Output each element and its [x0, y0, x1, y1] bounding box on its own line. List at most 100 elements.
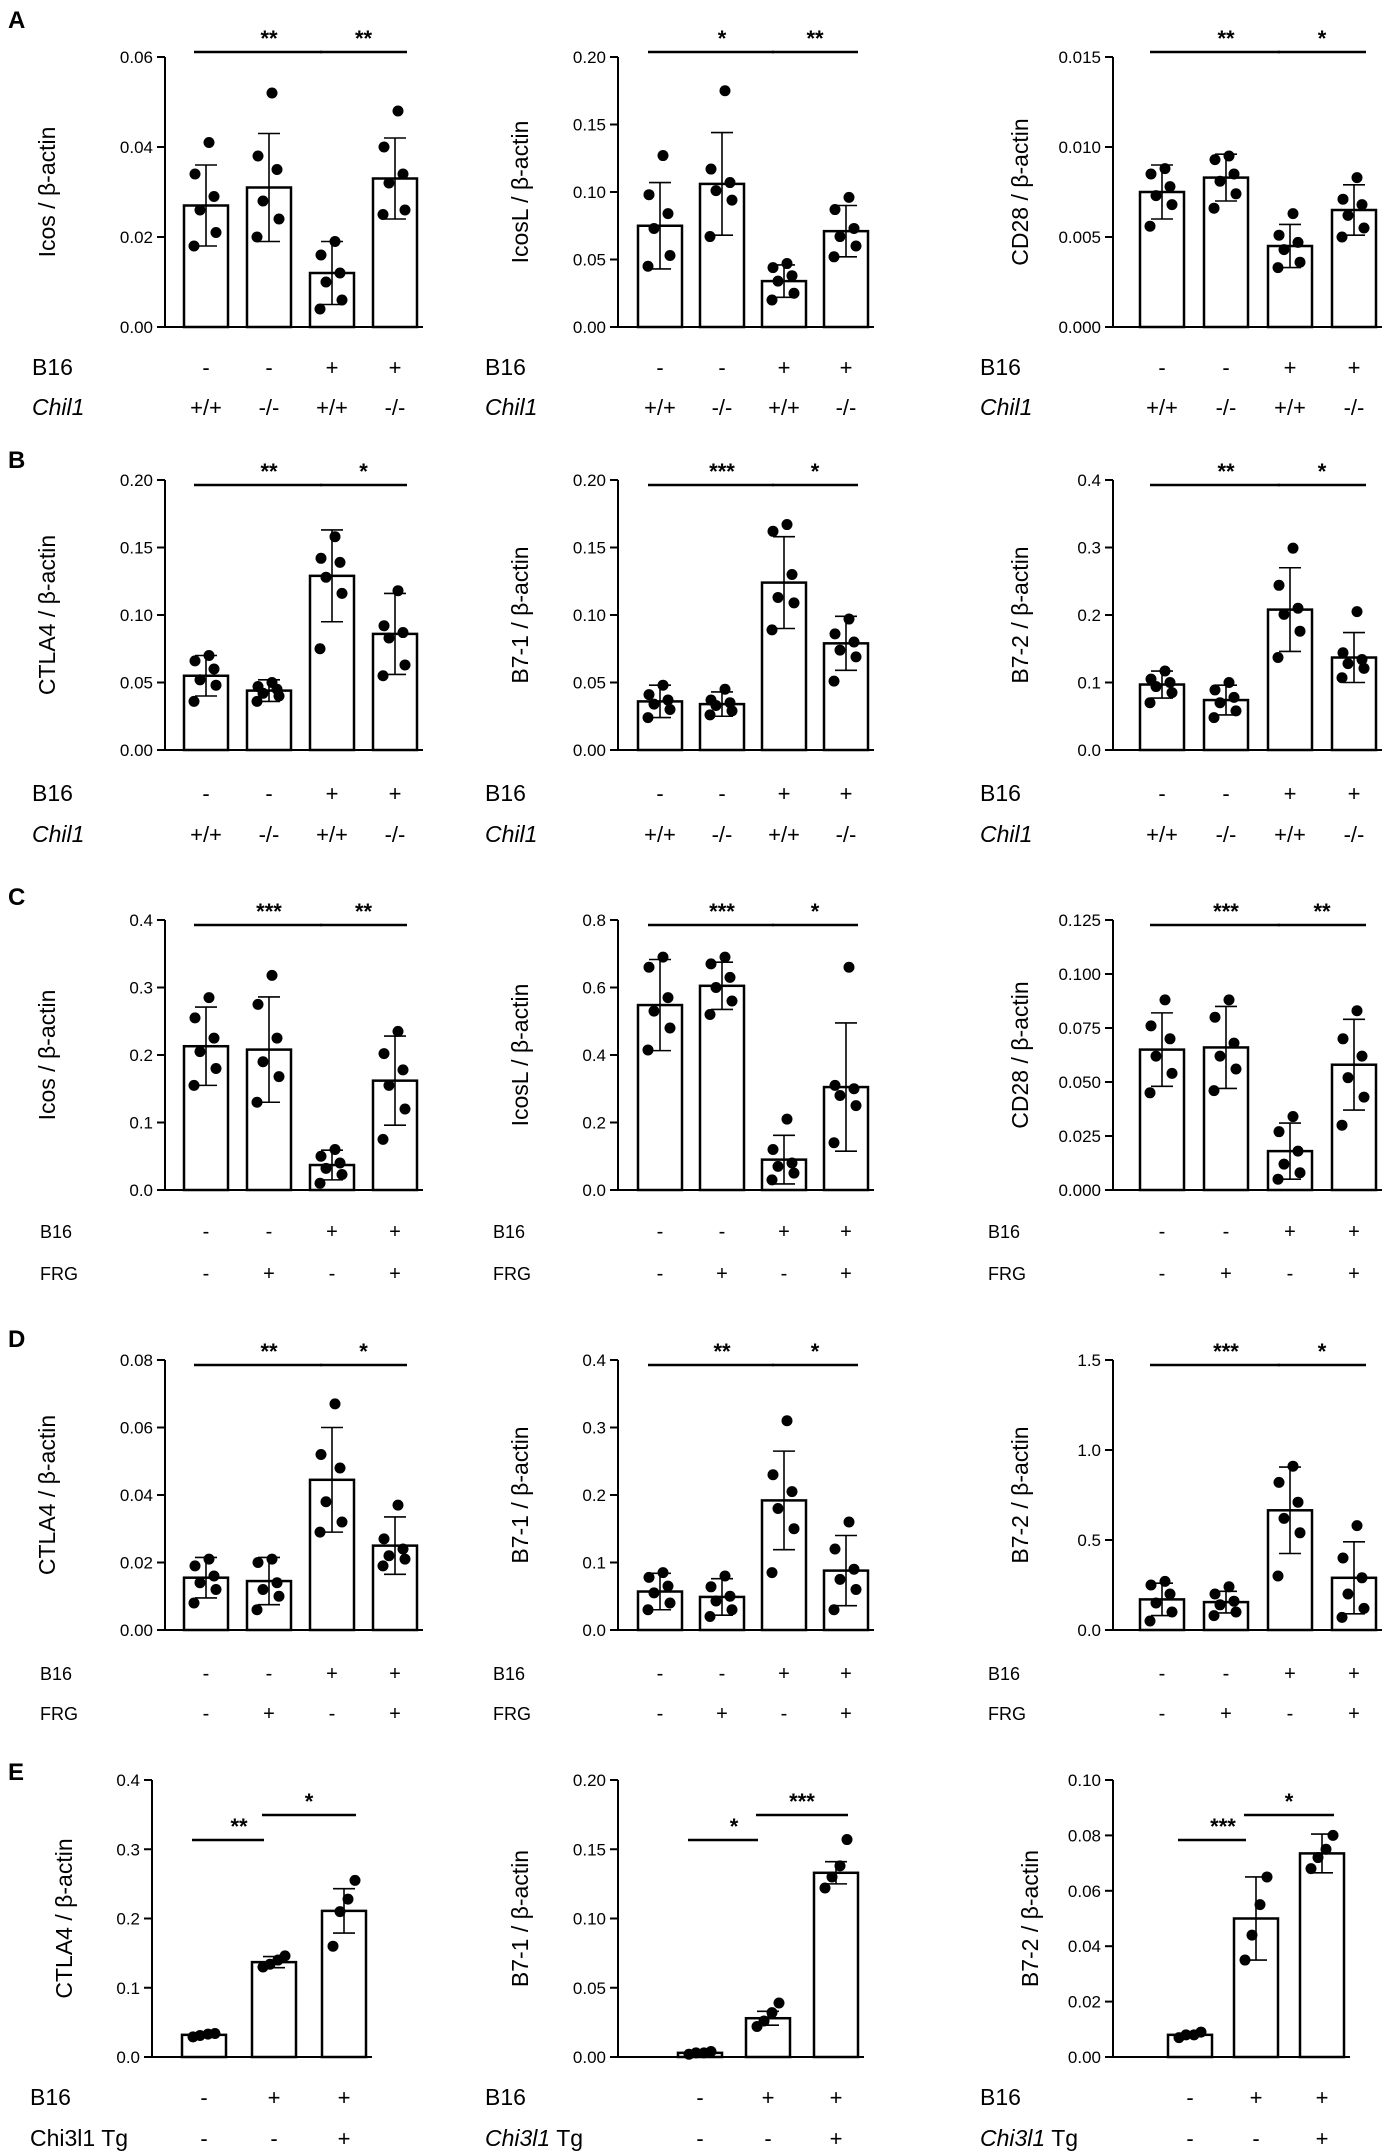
row-value: + — [778, 1663, 790, 1685]
y-tick-label: 0.10 — [1068, 1771, 1101, 1790]
row-value: + — [1284, 781, 1297, 806]
data-point — [273, 1590, 285, 1602]
y-tick-label: 0.20 — [120, 471, 153, 490]
data-point — [314, 1526, 326, 1538]
data-point — [1230, 1063, 1242, 1075]
data-point — [336, 1516, 348, 1528]
y-tick-label: 0.005 — [1058, 228, 1101, 247]
data-point — [1150, 190, 1162, 202]
y-tick-label: 0.00 — [1068, 2048, 1101, 2067]
data-point — [1209, 154, 1221, 166]
data-point — [257, 195, 269, 207]
row-value: +/+ — [768, 395, 800, 420]
y-tick-label: 0.2 — [116, 1910, 140, 1929]
row-value: - — [1287, 1703, 1294, 1725]
data-point — [1287, 1460, 1299, 1472]
data-point — [662, 992, 674, 1004]
row-label: FRG — [988, 1704, 1026, 1724]
data-point — [273, 1071, 285, 1083]
data-point — [397, 627, 409, 639]
row-label: B16 — [40, 1222, 72, 1242]
data-point — [315, 1449, 327, 1460]
significance-stars: ** — [355, 899, 373, 924]
data-point — [1208, 712, 1220, 724]
row-label: Chil1 — [980, 394, 1032, 420]
y-tick-label: 0.3 — [129, 979, 153, 998]
data-point — [378, 1533, 390, 1545]
row-label: B16 — [485, 354, 526, 380]
data-point — [266, 87, 278, 99]
row-value: + — [326, 781, 339, 806]
row-value: - — [329, 1263, 336, 1285]
y-tick-label: 0.000 — [1058, 1181, 1101, 1200]
data-point — [1292, 1145, 1304, 1157]
data-point — [399, 204, 411, 216]
data-point — [786, 1486, 798, 1498]
data-point — [329, 236, 341, 247]
row-label: B16 — [30, 2084, 71, 2110]
row-label: B16 — [988, 1664, 1020, 1684]
data-point — [766, 1567, 778, 1579]
data-point — [1278, 1158, 1290, 1170]
y-tick-label: 0.0 — [116, 2048, 140, 2067]
data-point — [705, 2045, 717, 2057]
row-value: - — [781, 1263, 788, 1285]
data-point — [1351, 606, 1363, 618]
row-value: - — [764, 2126, 771, 2151]
row-value: -/- — [259, 822, 280, 847]
row-value: + — [326, 1663, 338, 1685]
data-point — [657, 951, 669, 963]
data-point — [1327, 1829, 1339, 1841]
row-value: - — [329, 1703, 336, 1725]
y-tick-label: 0.10 — [573, 606, 606, 625]
row-value: - — [1158, 781, 1165, 806]
data-point — [772, 591, 784, 603]
row-value: -/- — [1216, 822, 1237, 847]
data-point — [766, 2007, 778, 2019]
data-point — [719, 683, 731, 695]
data-point — [1337, 647, 1349, 659]
significance-stars: * — [811, 899, 820, 924]
data-point — [1278, 244, 1290, 256]
data-point — [664, 1597, 676, 1609]
data-point — [1292, 602, 1304, 614]
data-point — [726, 194, 738, 206]
data-point — [392, 585, 404, 597]
data-point — [1351, 1520, 1363, 1532]
chart-6: 0.00.10.20.30.4B7-2 / β-actin** *B16- - + +C… — [980, 459, 1382, 847]
data-point — [648, 1587, 660, 1599]
data-point — [399, 659, 411, 671]
row-value: - — [1223, 1663, 1230, 1685]
row-value: - — [657, 1703, 664, 1725]
data-point — [664, 704, 676, 715]
data-point — [1272, 652, 1284, 664]
data-point — [1273, 229, 1285, 241]
row-value: +/+ — [1274, 395, 1306, 420]
data-point — [1287, 542, 1299, 554]
row-label: Chi3l1 Tg — [980, 2125, 1078, 2151]
row-value: - — [1159, 1703, 1166, 1725]
data-point — [1164, 181, 1176, 193]
y-tick-label: 0.100 — [1058, 965, 1101, 984]
data-point — [786, 270, 798, 282]
data-point — [834, 1860, 846, 1872]
row-value: + — [268, 2085, 281, 2110]
row-label: Chil1 — [32, 821, 84, 847]
data-point — [843, 613, 855, 625]
y-tick-label: 0.00 — [120, 741, 153, 760]
data-point — [1214, 1050, 1226, 1062]
y-tick-label: 0.02 — [120, 228, 153, 247]
data-point — [767, 262, 779, 274]
data-point — [828, 1137, 840, 1149]
row-value: + — [1348, 355, 1361, 380]
y-tick-label: 0.06 — [120, 1419, 153, 1438]
data-point — [1272, 1173, 1284, 1185]
data-point — [266, 969, 278, 981]
significance-stars: * — [730, 1814, 739, 1839]
data-point — [320, 276, 332, 288]
data-point — [1356, 1050, 1368, 1062]
data-point — [767, 1469, 779, 1481]
data-point — [315, 552, 327, 564]
data-point — [210, 1584, 222, 1595]
row-value: + — [830, 2085, 843, 2110]
